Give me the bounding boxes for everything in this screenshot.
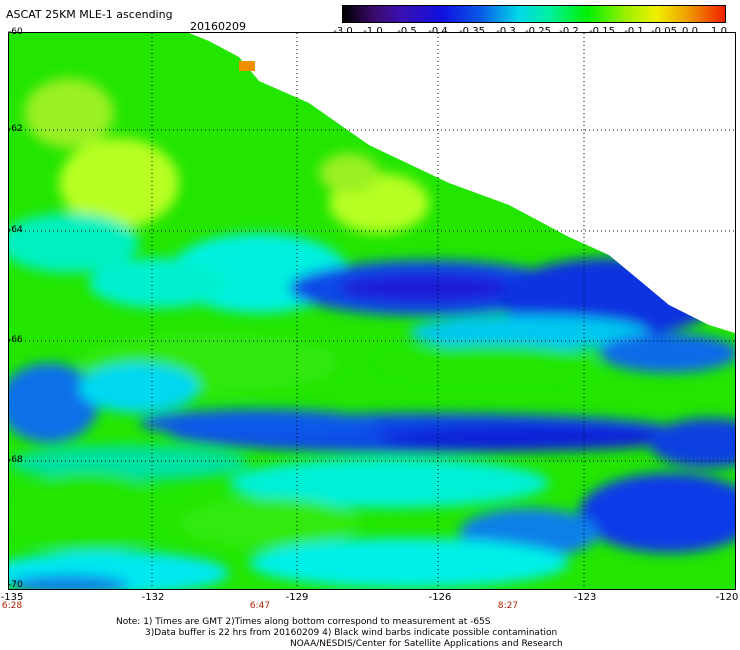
- x-axis-label: -135: [0, 592, 24, 603]
- map-title: ASCAT 25KM MLE-1 ascending: [6, 8, 173, 21]
- colorbar: [342, 5, 726, 23]
- colorbar-label: -1.0: [363, 26, 383, 37]
- wind-patch: [89, 258, 229, 308]
- colorbar-label: -0.2: [559, 26, 579, 37]
- no-data-region: [189, 33, 735, 333]
- time-label: 6:47: [249, 601, 271, 611]
- wind-patch: [24, 78, 114, 148]
- colorbar-label: -3.0: [333, 26, 353, 37]
- time-label: 8:27: [497, 601, 519, 611]
- wind-patch: [409, 315, 649, 351]
- wind-patch: [319, 153, 379, 193]
- wind-patch: [649, 418, 735, 468]
- wind-patch: [599, 333, 735, 373]
- wind-patch: [9, 575, 129, 589]
- colorbar-label: -0.05: [651, 26, 677, 37]
- wind-patch: [9, 213, 139, 273]
- x-axis-label: -126: [428, 592, 452, 603]
- colorbar-label: -0.15: [589, 26, 615, 37]
- map-date: 20160209: [190, 20, 246, 33]
- wind-patch: [9, 445, 249, 481]
- wind-patch: [379, 425, 679, 451]
- wind-patch: [139, 409, 379, 437]
- y-axis-label: -62: [8, 124, 23, 134]
- wind-patch: [229, 458, 549, 508]
- wind-speed-map: [8, 32, 736, 590]
- map-canvas: [9, 33, 735, 589]
- wind-patch: [179, 498, 359, 548]
- wind-patch: [239, 61, 255, 71]
- wind-patch: [9, 473, 169, 553]
- y-axis-label: -64: [8, 225, 23, 235]
- x-axis-label: -123: [573, 592, 597, 603]
- colorbar-label: -0.1: [624, 26, 644, 37]
- colorbar-label: -0.3: [496, 26, 516, 37]
- wind-patch: [579, 473, 735, 553]
- colorbar-label: -0.25: [525, 26, 551, 37]
- wind-patch: [9, 363, 99, 443]
- y-axis-label: -60: [8, 27, 23, 37]
- colorbar-label: 1.0: [711, 26, 727, 37]
- footnote-credit: NOAA/NESDIS/Center for Satellite Applica…: [290, 639, 563, 649]
- wind-patch: [59, 138, 179, 228]
- y-axis-label: -68: [8, 455, 23, 465]
- time-label: 6:28: [1, 601, 23, 611]
- wind-patch: [339, 273, 519, 303]
- x-axis-label: -129: [285, 592, 309, 603]
- colorbar-label: -0.5: [397, 26, 417, 37]
- wind-patch: [249, 538, 569, 588]
- wind-patch: [79, 363, 199, 413]
- footnote-line: Note: 1) Times are GMT 2)Times along bot…: [116, 617, 491, 627]
- x-axis-label: -120: [715, 592, 739, 603]
- footnote-line: 3)Data buffer is 22 hrs from 20160209 4)…: [145, 628, 558, 638]
- y-axis-label: -66: [8, 335, 23, 345]
- colorbar-label: 0.0: [682, 26, 698, 37]
- x-axis-label: -132: [141, 592, 165, 603]
- colorbar-label: -0.4: [428, 26, 448, 37]
- wind-patch: [379, 345, 599, 381]
- y-axis-label: -70: [8, 580, 23, 590]
- colorbar-label: -0.35: [459, 26, 485, 37]
